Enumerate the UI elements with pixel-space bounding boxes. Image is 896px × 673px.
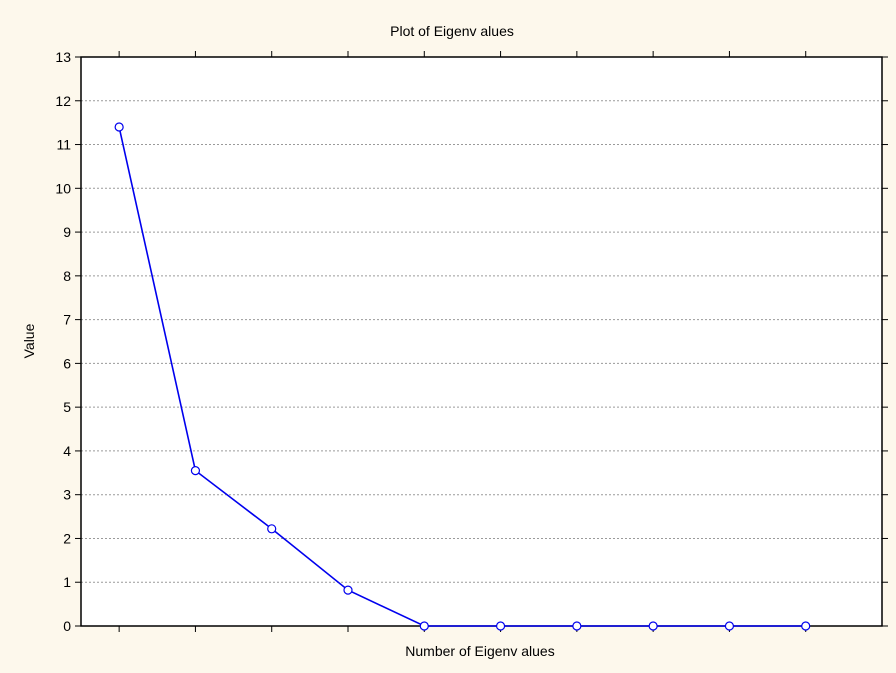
y-tick-label: 10	[55, 180, 71, 196]
y-tick-label: 12	[55, 93, 71, 109]
data-point	[343, 585, 353, 595]
y-tick-label: 3	[63, 487, 71, 503]
y-tick-label: 4	[63, 443, 71, 459]
y-axis-label: Value	[21, 323, 37, 358]
y-tick-label: 7	[63, 312, 71, 328]
data-point	[724, 621, 735, 631]
data-point	[572, 621, 582, 631]
y-tick-label: 0	[63, 618, 71, 634]
y-tick-label: 5	[63, 399, 71, 415]
y-tick-label: 1	[63, 574, 71, 590]
x-axis-label: Number of Eigenv alues	[405, 643, 554, 659]
chart-title: Plot of Eigenv alues	[390, 23, 514, 39]
y-tick-label: 13	[55, 49, 71, 65]
data-point	[190, 466, 201, 476]
data-point	[801, 621, 811, 631]
series-line	[118, 126, 806, 627]
data-point	[648, 621, 658, 631]
data-point	[419, 621, 429, 631]
y-tick-label: 8	[63, 268, 71, 284]
data-point	[114, 122, 124, 132]
data-point	[267, 524, 277, 534]
data-point	[495, 621, 506, 631]
y-tick-label: 2	[63, 530, 71, 546]
y-tick-label: 9	[63, 224, 71, 240]
y-tick-label: 6	[63, 355, 71, 371]
plot-background	[81, 57, 882, 626]
y-tick-label: 11	[56, 137, 71, 153]
